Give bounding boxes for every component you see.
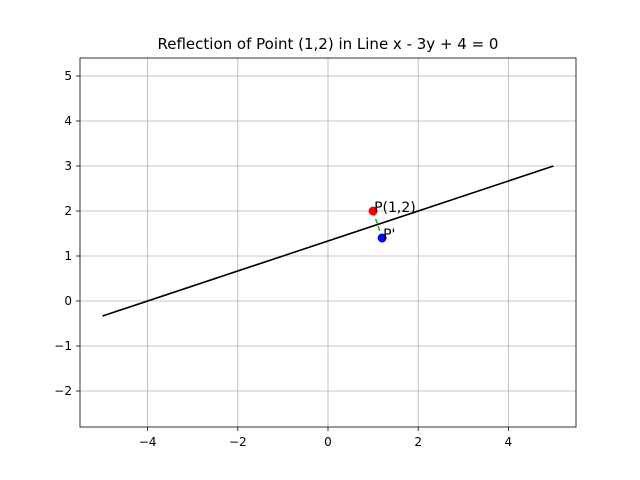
- y-tick-label: 2: [64, 204, 72, 218]
- point-annotation: P': [383, 227, 395, 243]
- y-tick-label: −1: [54, 339, 72, 353]
- x-tick-label: 2: [414, 435, 422, 449]
- x-tick-label: −4: [139, 435, 157, 449]
- y-tick-label: 4: [64, 114, 72, 128]
- x-tick-label: −2: [229, 435, 247, 449]
- data-point: [368, 206, 378, 216]
- point-annotation: P(1,2): [374, 200, 416, 216]
- data-point: [377, 233, 387, 243]
- chart-title: Reflection of Point (1,2) in Line x - 3y…: [158, 35, 499, 53]
- y-tick-label: 0: [64, 294, 72, 308]
- x-tick-label: 4: [505, 435, 513, 449]
- y-tick-label: 1: [64, 249, 72, 263]
- grid: [80, 58, 576, 427]
- y-tick-label: −2: [54, 384, 72, 398]
- annotations: P(1,2) P': [374, 200, 416, 243]
- reflection-line: [102, 165, 554, 317]
- perpendicular-segment: [372, 210, 383, 239]
- y-tick-label: 5: [64, 69, 72, 83]
- plot-series: [102, 165, 554, 317]
- axis-ticks: −4 −2 0 2 4 −2 −1 0 1 2 3 4 5: [54, 69, 512, 449]
- y-tick-label: 3: [64, 159, 72, 173]
- x-tick-label: 0: [324, 435, 332, 449]
